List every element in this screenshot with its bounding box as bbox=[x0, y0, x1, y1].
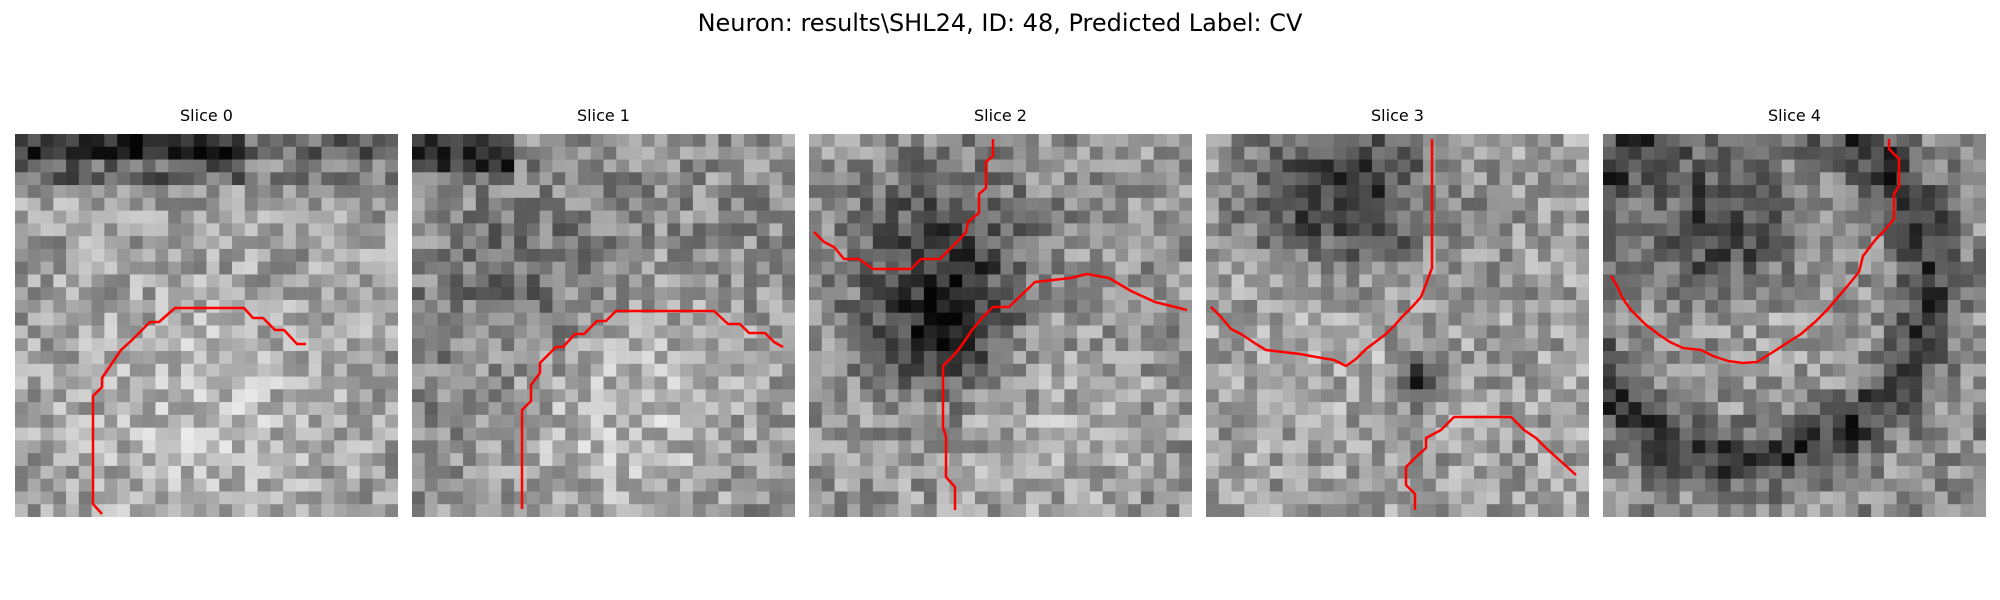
panel-title: Slice 3 bbox=[1371, 106, 1424, 125]
contour-line bbox=[520, 309, 784, 509]
pixel-grid bbox=[1206, 134, 1589, 517]
panel-title: Slice 2 bbox=[974, 106, 1027, 125]
pixel-grid bbox=[1603, 134, 1986, 517]
contour-line bbox=[1609, 139, 1901, 365]
contour-line bbox=[91, 306, 306, 515]
grayscale-slice-image bbox=[1206, 134, 1589, 517]
panel-title: Slice 0 bbox=[180, 106, 233, 125]
pixel-grid bbox=[15, 134, 398, 517]
figure-title: Neuron: results\SHL24, ID: 48, Predicted… bbox=[697, 9, 1303, 37]
pixel-grid bbox=[809, 134, 1192, 517]
panel-title: Slice 1 bbox=[577, 106, 630, 125]
pixel-grid bbox=[412, 134, 795, 517]
grayscale-slice-image bbox=[15, 134, 398, 517]
grayscale-slice-image bbox=[412, 134, 795, 517]
grayscale-slice-image bbox=[1603, 134, 1986, 517]
panel-title: Slice 4 bbox=[1768, 106, 1821, 125]
contour-line bbox=[1404, 415, 1577, 510]
contour-line bbox=[1210, 139, 1434, 368]
contour-line bbox=[813, 139, 995, 271]
grayscale-slice-image bbox=[809, 134, 1192, 517]
contour-line bbox=[941, 272, 1188, 510]
